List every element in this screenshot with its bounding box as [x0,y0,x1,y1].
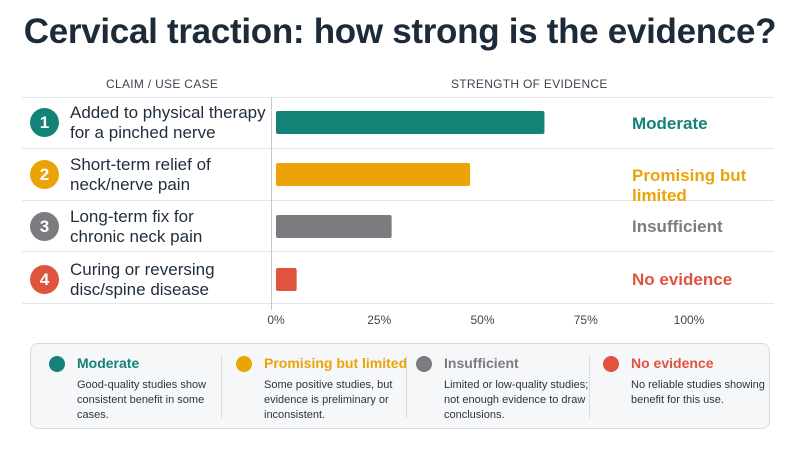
legend-description: Limited or low-quality studies; not enou… [444,379,589,421]
evidence-legend: Moderate Good-quality studies show consi… [30,343,770,429]
evidence-bar-4 [276,268,297,291]
legend-dot [416,356,432,372]
evidence-label-2: Promising but limited [632,166,747,205]
claim-label-2: Short-term relief of neck/nerve pain [70,155,211,194]
legend-divider [221,356,222,418]
x-tick-label: 0% [267,313,285,327]
row-number-badge-1: 1 [30,108,59,137]
page-title: Cervical traction: how strong is the evi… [23,12,777,51]
x-tick-label: 100% [674,313,705,327]
row-number-badge-2: 2 [30,160,59,189]
evidence-label-1: Moderate [632,114,708,133]
legend-title: Moderate [77,355,140,371]
claim-label-4: Curing or reversing disc/spine disease [70,260,215,299]
row-divider [22,97,774,98]
legend-divider [589,356,590,418]
strength-column-header: STRENGTH OF EVIDENCE [451,77,608,91]
legend-title: Insufficient [444,355,519,371]
x-tick-label: 25% [367,313,391,327]
row-divider [22,303,774,304]
legend-dot [49,356,65,372]
row-divider [22,148,774,149]
x-tick-label: 75% [574,313,598,327]
legend-title: Promising but limited [264,355,408,371]
claims-column-header: CLAIM / USE CASE [106,77,219,91]
evidence-bar-3 [276,215,392,238]
x-tick-label: 50% [470,313,494,327]
row-number-badge-3: 3 [30,212,59,241]
legend-divider [406,356,407,418]
legend-description: Some positive studies, but evidence is p… [264,379,393,421]
evidence-label-3: Insufficient [632,217,723,236]
row-number-badge-4: 4 [30,265,59,294]
legend-description: No reliable studies showing benefit for … [631,379,765,406]
claim-label-3: Long-term fix for chronic neck pain [70,207,203,246]
row-divider [22,251,774,252]
evidence-bar-chart: 0% 25% 50% 75% 100% [267,97,705,327]
legend-title: No evidence [631,355,714,371]
legend-dot [603,356,619,372]
evidence-bar-2 [276,163,471,186]
row-divider [22,200,774,201]
evidence-label-4: No evidence [632,270,733,289]
evidence-bar-1 [276,111,545,134]
legend-dot [236,356,252,372]
legend-description: Good-quality studies show consistent ben… [77,379,207,421]
claim-label-1: Added to physical therapy for a pinched … [70,103,266,142]
